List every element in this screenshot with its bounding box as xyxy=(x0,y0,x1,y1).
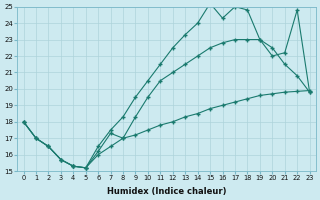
X-axis label: Humidex (Indice chaleur): Humidex (Indice chaleur) xyxy=(107,187,226,196)
